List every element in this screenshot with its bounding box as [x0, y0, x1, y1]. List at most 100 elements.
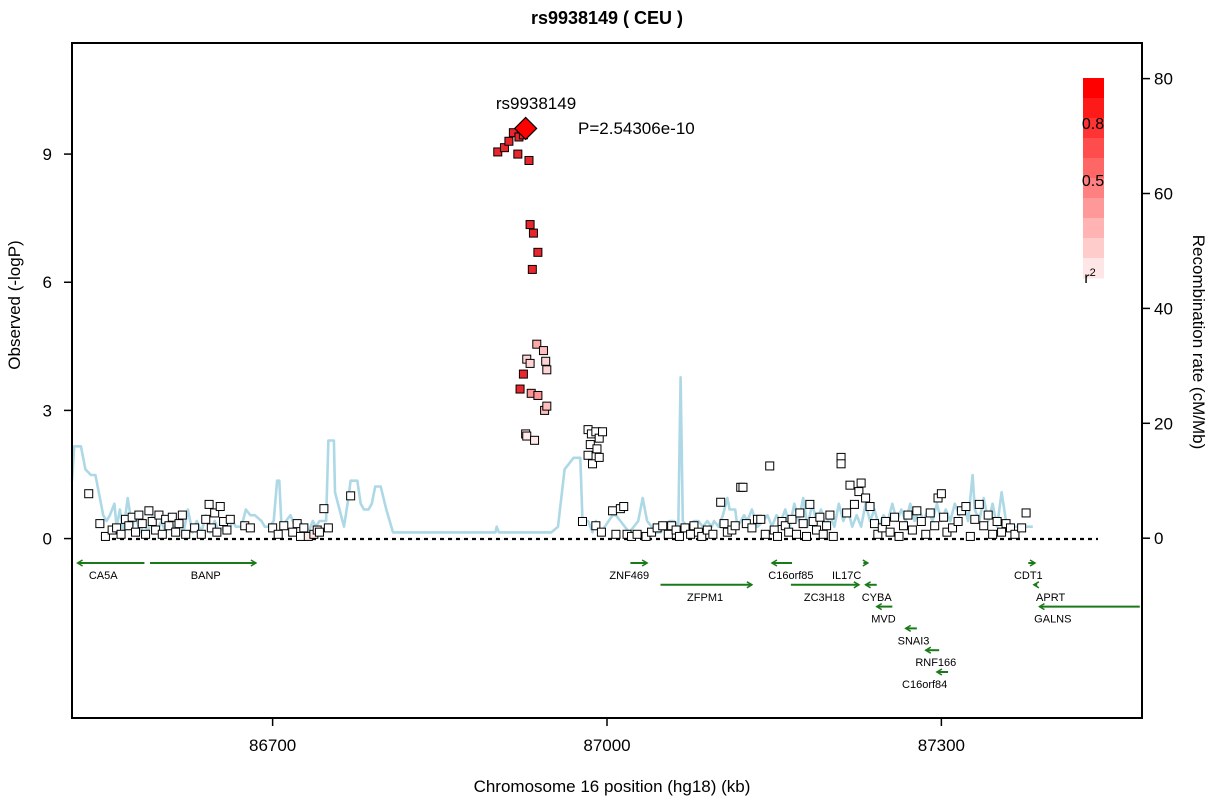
- snp-point: [124, 521, 134, 531]
- r2-legend-swatch: [1083, 198, 1104, 219]
- snp-point: [527, 264, 537, 274]
- snp-point: [196, 529, 206, 539]
- snp-point: [802, 531, 812, 541]
- snp-point: [157, 529, 167, 539]
- snp-point: [881, 516, 891, 526]
- snp-point: [204, 499, 214, 509]
- snp-point: [747, 523, 757, 533]
- snp-point: [948, 523, 958, 533]
- r2-legend-swatch: [1083, 158, 1104, 179]
- snp-point: [268, 523, 278, 533]
- snp-point: [596, 527, 606, 537]
- snp-point: [215, 502, 225, 512]
- gene-label-zfpm1: ZFPM1: [687, 592, 723, 604]
- snp-point: [760, 529, 770, 539]
- snp-point: [598, 427, 608, 437]
- snp-point: [319, 504, 329, 514]
- snp-point: [845, 480, 855, 490]
- y-axis-label: Observed (-logP): [5, 240, 24, 369]
- snp-point: [541, 356, 551, 366]
- snp-point: [212, 527, 222, 537]
- gene-label-galns: GALNS: [1034, 614, 1071, 626]
- snp-point: [522, 431, 532, 441]
- gene-arrow-rnf166: [924, 646, 932, 654]
- snp-point: [1017, 523, 1027, 533]
- snp-point: [997, 527, 1007, 537]
- snp-point: [201, 514, 211, 524]
- lead-snp-pvalue: P=2.54306e-10: [578, 119, 695, 138]
- snp-point: [719, 519, 729, 529]
- gene-arrow-banp: [250, 559, 258, 567]
- r2-legend-swatch: [1083, 258, 1104, 279]
- y-tick-label: 9: [43, 145, 52, 164]
- snp-point: [885, 527, 895, 537]
- snp-point: [953, 516, 963, 526]
- gene-arrow-c16orf85: [770, 559, 778, 567]
- y-tick-label: 3: [43, 401, 52, 420]
- snp-point: [532, 339, 542, 349]
- snp-point: [528, 228, 538, 238]
- snp-point: [583, 450, 593, 460]
- snp-point: [861, 493, 871, 503]
- axes: 86700 87000 87300 0 3 6 9 0 20 40 60 80: [43, 70, 1173, 755]
- snp-point: [273, 529, 283, 539]
- snp-point: [299, 523, 309, 533]
- x-tick-label: 86700: [249, 736, 296, 755]
- snp-point: [898, 521, 908, 531]
- snp-point: [854, 487, 864, 497]
- snp-point: [619, 502, 629, 512]
- r2-legend-swatch: [1083, 238, 1104, 259]
- snp-point: [822, 521, 832, 531]
- snp-point: [225, 514, 235, 524]
- gene-arrow-aprt: [1032, 581, 1040, 589]
- snp-point: [791, 529, 801, 539]
- snp-point: [912, 506, 922, 516]
- snp-point: [594, 452, 604, 462]
- gene-arrow-znf469: [641, 559, 649, 567]
- snp-point: [210, 508, 220, 518]
- snp-point: [865, 502, 875, 512]
- snp-point: [992, 516, 1002, 526]
- gene-arrow-zfpm1: [746, 581, 754, 589]
- y-tick-label: 6: [43, 273, 52, 292]
- snp-point: [588, 459, 598, 469]
- snp-point: [533, 390, 543, 400]
- snp-point: [988, 529, 998, 539]
- snp-point: [577, 516, 587, 526]
- snp-point: [961, 502, 971, 512]
- r2-legend-label-high: 0.8: [1082, 116, 1104, 133]
- snp-point: [903, 510, 913, 520]
- gene-arrow-snai3: [904, 624, 912, 633]
- snp-point: [925, 508, 935, 518]
- snp-point: [116, 529, 126, 539]
- snp-point: [818, 529, 828, 539]
- snp-point: [525, 358, 535, 368]
- gene-arrow-ca5a: [76, 559, 83, 567]
- y2-tick-label: 60: [1154, 185, 1173, 204]
- snp-point: [295, 531, 305, 541]
- snp-point: [171, 527, 181, 537]
- r2-legend: 0.8 0.5 r2: [1082, 78, 1104, 287]
- snp-point: [965, 531, 975, 541]
- snp-point: [890, 512, 900, 522]
- r2-legend-title-superscript: 2: [1090, 267, 1096, 279]
- gene-label-cdt1: CDT1: [1014, 570, 1043, 582]
- lead-snp-group: rs9938149 P=2.54306e-10: [496, 94, 695, 141]
- snp-point: [84, 489, 94, 499]
- snp-point: [632, 529, 642, 539]
- snp-point: [538, 346, 548, 356]
- gene-label-ca5a: CA5A: [89, 570, 118, 582]
- snp-point: [100, 531, 110, 541]
- snp-point: [181, 529, 191, 539]
- snp-point: [177, 510, 187, 520]
- snp-point: [167, 512, 177, 522]
- snp-point: [174, 519, 184, 529]
- y2-tick-label: 80: [1154, 70, 1173, 89]
- snp-point: [518, 369, 528, 379]
- snp-point: [542, 365, 552, 375]
- x-tick-label: 87300: [918, 736, 965, 755]
- snp-point: [798, 519, 808, 529]
- r2-legend-swatch: [1083, 78, 1104, 99]
- snp-point: [504, 136, 514, 146]
